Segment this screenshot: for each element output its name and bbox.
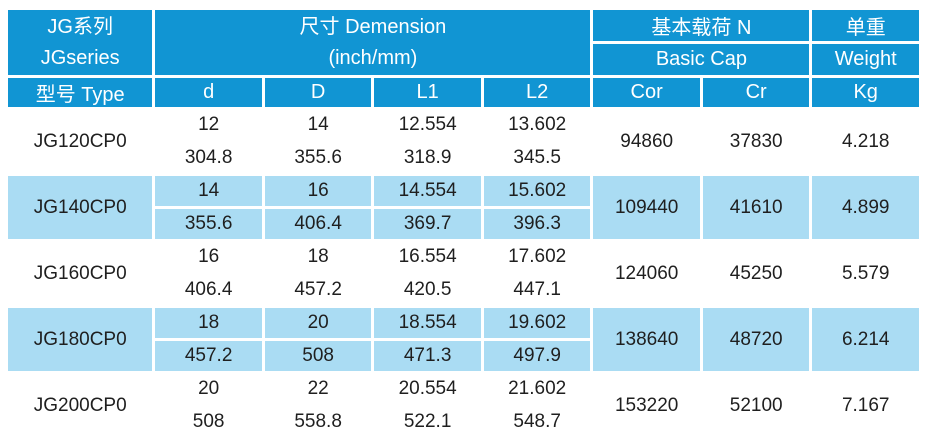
bearing-spec-table: JG系列 JGseries 尺寸 Demension (inch/mm) 基本载… — [5, 7, 922, 440]
basic-load-header-zh: 基本载荷 N — [593, 10, 810, 41]
table-row-mm: 355.6 406.4 369.7 396.3 — [8, 209, 919, 239]
cor-cell: 109440 — [593, 176, 700, 239]
d-inch-cell: 14 — [155, 176, 262, 206]
header-row-1: JG系列 JGseries 尺寸 Demension (inch/mm) 基本载… — [8, 10, 919, 75]
L1-mm-cell: 318.9 — [374, 143, 481, 173]
basic-load-header-en: Basic Cap — [593, 44, 810, 75]
dimension-label-zh: 尺寸 Demension — [299, 15, 447, 38]
L2-mm-cell: 345.5 — [483, 143, 591, 173]
table-row-mm: 508 558.8 522.1 548.7 — [8, 407, 919, 437]
cr-cell: 48720 — [702, 308, 810, 371]
header-row-2: Basic Cap Weight — [8, 44, 919, 75]
L1-mm-cell: 471.3 — [374, 341, 481, 371]
table-row: JG140CP0 14 16 14.554 15.602 109440 4161… — [8, 176, 919, 239]
d-mm-cell: 406.4 — [155, 275, 262, 305]
cor-cell: 153220 — [593, 374, 700, 437]
model-cell: JG160CP0 — [8, 242, 153, 305]
kg-cell: 7.167 — [812, 374, 919, 437]
L2-mm-cell: 497.9 — [483, 341, 591, 371]
L1-inch-cell: 18.554 — [374, 308, 481, 338]
L2-mm-cell: 447.1 — [483, 275, 591, 305]
d-mm-cell: 508 — [155, 407, 262, 437]
D-inch-cell: 18 — [264, 242, 372, 272]
table-row-mm: 406.4 457.2 420.5 447.1 — [8, 275, 919, 305]
col-header-L1: L1 — [374, 78, 481, 107]
table-row: JG200CP0 20 22 20.554 21.602 153220 5210… — [8, 374, 919, 437]
L1-inch-cell: 20.554 — [374, 374, 481, 404]
D-inch-cell: 22 — [264, 374, 372, 404]
series-label-en: JGseries — [40, 46, 120, 69]
L1-inch-cell: 12.554 — [374, 110, 481, 140]
table-row: JG160CP0 16 18 16.554 17.602 124060 4525… — [8, 242, 919, 305]
cr-cell: 41610 — [702, 176, 810, 239]
model-cell: JG180CP0 — [8, 308, 153, 371]
L1-mm-cell: 522.1 — [374, 407, 481, 437]
D-inch-cell: 20 — [264, 308, 372, 338]
col-header-cr: Cr — [702, 78, 810, 107]
d-inch-cell: 12 — [155, 110, 262, 140]
cr-cell: 45250 — [702, 242, 810, 305]
kg-cell: 4.899 — [812, 176, 919, 239]
col-header-L2: L2 — [483, 78, 591, 107]
D-inch-cell: 14 — [264, 110, 372, 140]
L1-inch-cell: 14.554 — [374, 176, 481, 206]
weight-header-zh: 单重 — [812, 10, 919, 41]
L2-inch-cell: 15.602 — [483, 176, 591, 206]
D-mm-cell: 508 — [264, 341, 372, 371]
L2-mm-cell: 548.7 — [483, 407, 591, 437]
col-header-model: 型号 Type — [8, 78, 153, 107]
column-header-row: 型号 Type d D L1 L2 Cor Cr Kg — [8, 78, 919, 107]
D-mm-cell: 355.6 — [264, 143, 372, 173]
L1-inch-cell: 16.554 — [374, 242, 481, 272]
table-row-mm: 457.2 508 471.3 497.9 — [8, 341, 919, 371]
kg-cell: 6.214 — [812, 308, 919, 371]
d-mm-cell: 457.2 — [155, 341, 262, 371]
dimension-header-cell: 尺寸 Demension (inch/mm) — [155, 10, 591, 75]
D-mm-cell: 558.8 — [264, 407, 372, 437]
col-header-kg: Kg — [812, 78, 919, 107]
d-inch-cell: 18 — [155, 308, 262, 338]
d-mm-cell: 304.8 — [155, 143, 262, 173]
series-header-cell: JG系列 JGseries — [8, 10, 153, 75]
L2-inch-cell: 17.602 — [483, 242, 591, 272]
D-inch-cell: 16 — [264, 176, 372, 206]
L1-mm-cell: 420.5 — [374, 275, 481, 305]
table-row: JG180CP0 18 20 18.554 19.602 138640 4872… — [8, 308, 919, 371]
model-cell: JG120CP0 — [8, 110, 153, 173]
D-mm-cell: 406.4 — [264, 209, 372, 239]
L2-inch-cell: 13.602 — [483, 110, 591, 140]
table-row-mm: 304.8 355.6 318.9 345.5 — [8, 143, 919, 173]
series-label-zh: JG系列 — [47, 15, 113, 38]
cor-cell: 94860 — [593, 110, 700, 173]
D-mm-cell: 457.2 — [264, 275, 372, 305]
kg-cell: 4.218 — [812, 110, 919, 173]
col-header-d: d — [155, 78, 262, 107]
cor-cell: 138640 — [593, 308, 700, 371]
model-cell: JG200CP0 — [8, 374, 153, 437]
col-header-cor: Cor — [593, 78, 700, 107]
kg-cell: 5.579 — [812, 242, 919, 305]
table-row: JG120CP0 12 14 12.554 13.602 94860 37830… — [8, 110, 919, 173]
dimension-label-en: (inch/mm) — [328, 46, 418, 69]
L1-mm-cell: 369.7 — [374, 209, 481, 239]
col-header-D: D — [264, 78, 372, 107]
cr-cell: 37830 — [702, 110, 810, 173]
cr-cell: 52100 — [702, 374, 810, 437]
model-cell: JG140CP0 — [8, 176, 153, 239]
L2-mm-cell: 396.3 — [483, 209, 591, 239]
cor-cell: 124060 — [593, 242, 700, 305]
L2-inch-cell: 21.602 — [483, 374, 591, 404]
d-inch-cell: 20 — [155, 374, 262, 404]
d-mm-cell: 355.6 — [155, 209, 262, 239]
L2-inch-cell: 19.602 — [483, 308, 591, 338]
weight-header-en: Weight — [812, 44, 919, 75]
d-inch-cell: 16 — [155, 242, 262, 272]
